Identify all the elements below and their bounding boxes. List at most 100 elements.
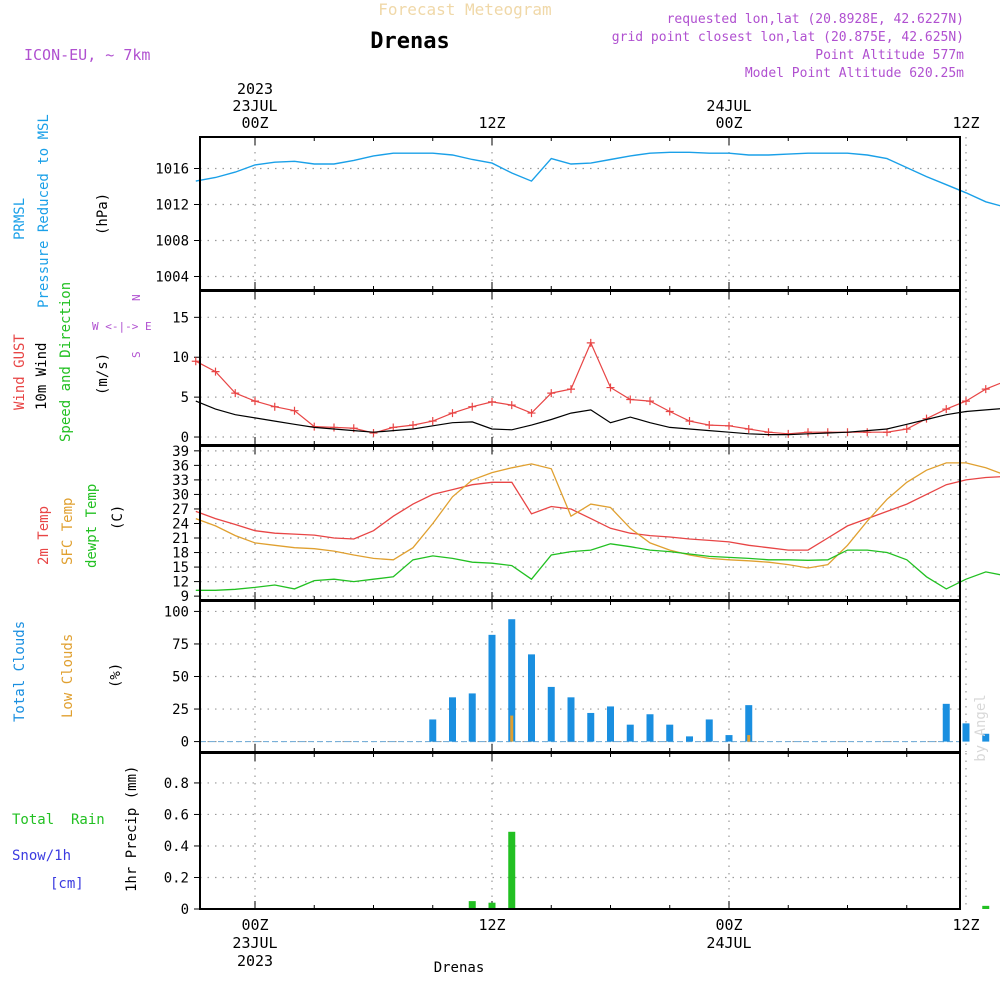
top-time-label: 12Z bbox=[952, 114, 979, 132]
gust-point bbox=[290, 406, 299, 415]
bottom-time-label: 2023 bbox=[237, 952, 273, 970]
gust-point bbox=[251, 397, 259, 406]
total-cloud-bar bbox=[942, 703, 950, 742]
total-cloud-bar bbox=[646, 714, 654, 742]
snow-cm-label: [cm] bbox=[50, 876, 84, 892]
precipitation-plot-area bbox=[200, 753, 960, 909]
gust-point bbox=[586, 338, 595, 347]
pressure-ytick-label: 1016 bbox=[155, 162, 189, 178]
compass-row: W <-|-> E bbox=[92, 320, 152, 333]
product-title: Forecast Meteogram bbox=[378, 0, 551, 19]
total-cloud-bar bbox=[547, 686, 555, 742]
temperature-ytick-label: 15 bbox=[172, 560, 189, 576]
precip-labels: Total Rain Snow/1h [cm] 1hr Precip (mm) bbox=[12, 766, 140, 892]
cloud-labels: Total Clouds Low Clouds (%) bbox=[12, 621, 124, 722]
top-time-label: 00Z bbox=[241, 114, 268, 132]
precipitation-ytick-label: 0.6 bbox=[164, 807, 189, 823]
temperature-ytick-label: 9 bbox=[181, 589, 189, 605]
gust-point bbox=[626, 395, 635, 404]
precip-axis-label: 1hr Precip (mm) bbox=[124, 766, 140, 892]
low-cloud-bar bbox=[510, 715, 514, 742]
wind-panel: 0 5 10 15 bbox=[172, 291, 1000, 446]
clouds-ytick-label: 50 bbox=[172, 670, 189, 686]
compass-north: N bbox=[130, 294, 143, 301]
gust-point bbox=[863, 428, 872, 437]
gust-point bbox=[725, 421, 733, 430]
total-cloud-bar bbox=[587, 712, 595, 742]
temperature-plot-area bbox=[200, 446, 960, 600]
total-cloud-bar bbox=[429, 719, 437, 742]
gust-point bbox=[547, 389, 556, 398]
t2m-label: 2m Temp bbox=[36, 506, 52, 565]
temp-unit-label: (C) bbox=[110, 505, 126, 530]
low-cloud-bar bbox=[747, 735, 751, 742]
snow-label: Snow/1h bbox=[12, 848, 71, 864]
gust-point bbox=[211, 367, 220, 376]
sfc-temp-line bbox=[195, 462, 1000, 569]
gust-point bbox=[902, 425, 911, 434]
gust-point bbox=[191, 357, 200, 366]
gust-point bbox=[330, 423, 338, 432]
pressure-labels: PRMSL Pressure Reduced to MSL (hPa) bbox=[12, 114, 111, 308]
gust-point bbox=[744, 425, 753, 434]
precipitation-panel: 0 0.2 0.4 0.6 0.8 bbox=[164, 752, 990, 918]
low-clouds-label: Low Clouds bbox=[60, 634, 76, 718]
speed-direction-label: Speed and Direction bbox=[58, 282, 74, 442]
wind-gust-label: Wind GUST bbox=[12, 334, 28, 410]
footer-station: Drenas bbox=[434, 960, 485, 976]
temperature-ytick-label: 39 bbox=[172, 444, 189, 460]
pressure-ytick-label: 1012 bbox=[155, 198, 189, 214]
pressure-line bbox=[195, 151, 1000, 207]
total-cloud-bar bbox=[725, 735, 733, 742]
bottom-time-label: 00Z bbox=[241, 916, 268, 934]
temperature-ytick-label: 30 bbox=[172, 487, 189, 503]
clouds-panel: 0 25 50 75 100 bbox=[164, 600, 990, 753]
pressure-panel: 1004 1008 1012 1016 bbox=[155, 136, 1000, 291]
total-cloud-bar bbox=[705, 719, 713, 742]
total-rain-label: Total Rain bbox=[12, 812, 105, 828]
gust-point bbox=[567, 385, 575, 394]
precipitation-frame bbox=[199, 752, 961, 910]
pressure-ytick-label: 1008 bbox=[155, 234, 189, 250]
clouds-ytick-label: 100 bbox=[164, 604, 189, 620]
wind-ytick-label: 10 bbox=[172, 350, 189, 366]
temperature-ytick-label: 27 bbox=[172, 502, 189, 518]
total-cloud-bar bbox=[607, 706, 614, 742]
gust-point bbox=[784, 429, 793, 438]
wind-ytick-label: 5 bbox=[181, 390, 189, 406]
dewpt-label: dewpt Temp bbox=[84, 484, 100, 568]
bottom-time-label: 00Z bbox=[715, 916, 742, 934]
precipitation-ytick-label: 0 bbox=[181, 902, 189, 918]
gust-point bbox=[428, 417, 437, 426]
gust-point bbox=[488, 397, 496, 406]
rain-bar bbox=[488, 902, 496, 909]
rain-bar bbox=[982, 905, 990, 909]
wind-unit-label: (m/s) bbox=[95, 353, 111, 395]
gust-point bbox=[507, 401, 516, 410]
bottom-time-label: 23JUL bbox=[232, 934, 277, 952]
gust-point bbox=[823, 428, 832, 437]
total-cloud-bar bbox=[686, 736, 693, 742]
gust-point bbox=[468, 402, 477, 411]
clouds-ytick-label: 25 bbox=[172, 702, 189, 718]
pressure-plot-area bbox=[200, 137, 960, 290]
station-title: Drenas bbox=[370, 29, 449, 54]
bottom-time-axis: 00Z23JUL202312Z00Z24JUL12Z00Z25JUL12Z bbox=[232, 916, 979, 970]
gust-point bbox=[804, 428, 812, 437]
top-time-label: 00Z bbox=[715, 114, 742, 132]
wind10-label: 10m Wind bbox=[34, 343, 50, 410]
gust-point bbox=[606, 383, 615, 392]
top-time-label: 23JUL bbox=[232, 97, 277, 115]
gust-point bbox=[369, 429, 378, 438]
gust-point bbox=[705, 421, 714, 430]
gust-point bbox=[942, 405, 951, 414]
compass-south: S bbox=[130, 351, 143, 358]
gust-point bbox=[527, 409, 536, 418]
clouds-unit-label: (%) bbox=[108, 663, 124, 688]
watermark: by Angel bbox=[973, 694, 989, 761]
temperature-ytick-label: 33 bbox=[172, 473, 189, 489]
panels: 1004100810121016051015912151821242730333… bbox=[155, 137, 1000, 918]
gust-point bbox=[646, 397, 654, 406]
top-time-label: 24JUL bbox=[706, 97, 751, 115]
total-cloud-bar bbox=[962, 723, 970, 742]
